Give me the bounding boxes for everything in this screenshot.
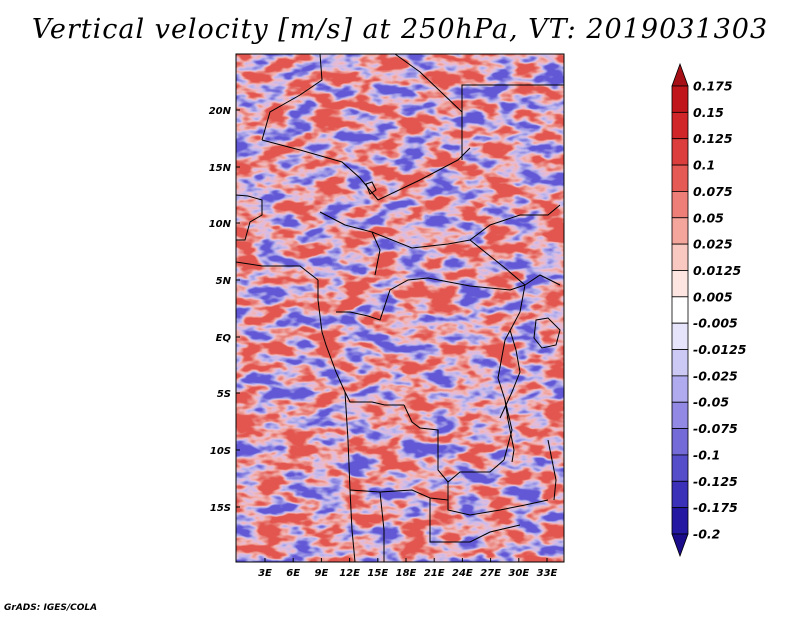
colorbar: 0.175 0.15 0.125 0.1 0.075 0.05 0.025 0.0125 0.0…: [671, 62, 747, 558]
lat-label: 10N: [209, 219, 232, 230]
lat-label: EQ: [216, 333, 232, 344]
lon-label: 12E: [339, 568, 360, 579]
colorbar-label: -0.175: [693, 500, 738, 515]
colorbar-label: 0.0125: [693, 263, 742, 278]
lake-chad: [365, 181, 377, 195]
chad-sudan-border: [377, 147, 471, 201]
drc-east-border: [497, 284, 526, 461]
colorbar-swatch: [671, 191, 689, 219]
libya-chad-border: [261, 54, 323, 141]
colorbar-label: 0.15: [693, 105, 724, 120]
map-frame: [235, 53, 565, 563]
grads-credit: GrADS: IGES/COLA: [4, 603, 98, 613]
colorbar-swatch: [671, 507, 689, 535]
colorbar-label: 0.05: [693, 210, 724, 225]
colorbar-label: 0.1: [693, 158, 715, 173]
botswana-border: [429, 498, 521, 543]
lat-label: 20N: [209, 106, 232, 117]
lon-label: 33E: [537, 568, 558, 579]
east-africa-border: [524, 274, 561, 286]
car-border: [371, 231, 526, 286]
sudan-boundary: [461, 84, 564, 112]
lake-malawi: [547, 439, 557, 501]
colorbar-swatch: [671, 322, 689, 350]
colorbar-label: 0.025: [693, 237, 733, 252]
colorbar-label: -0.075: [693, 421, 738, 436]
west-africa-coast: [236, 261, 319, 281]
lat-label: 5S: [217, 389, 231, 400]
namibia-border: [379, 491, 385, 562]
rift-lakes: [499, 329, 521, 419]
colorbar-label: -0.025: [693, 368, 738, 383]
colorbar-label: -0.005: [693, 316, 738, 331]
lon-label: 6E: [286, 568, 300, 579]
drc-angola-border: [403, 404, 505, 483]
drc-west-border: [335, 371, 404, 406]
colorbar-swatch: [671, 111, 689, 140]
lat-label: 5N: [216, 276, 232, 287]
lon-label: 9E: [315, 568, 329, 579]
colorbar-swatch: [671, 270, 689, 298]
lon-label: 21E: [424, 568, 445, 579]
colorbar-label: -0.125: [693, 474, 738, 489]
colorbar-swatch: [671, 296, 689, 324]
colorbar-swatch: [671, 375, 689, 403]
guinea-coast-inner: [236, 194, 263, 241]
south-sudan-border: [469, 204, 561, 241]
colorbar-label: -0.0125: [693, 342, 747, 357]
colorbar-swatch: [671, 217, 689, 245]
colorbar-swatch: [671, 401, 689, 429]
map-plot-area: [236, 54, 564, 562]
colorbar-swatch: [671, 138, 689, 166]
angola-namibia-border: [349, 489, 449, 501]
colorbar-label: 0.005: [693, 289, 733, 304]
colorbar-label: 0.175: [693, 79, 733, 94]
longitude-axis: 3E 6E 9E 12E 15E 18E 21E 24E 27E 30E 33E: [258, 558, 558, 579]
lon-label: 27E: [480, 568, 501, 579]
lon-label: 24E: [452, 568, 473, 579]
colorbar-bottom-arrow: [671, 533, 689, 558]
chart-title: Vertical velocity [m/s] at 250hPa, VT: 2…: [31, 14, 769, 45]
colorbar-label: -0.1: [693, 447, 720, 462]
congo-border: [336, 277, 526, 321]
colorbar-swatch: [671, 243, 689, 271]
gulf-of-guinea-coast: [317, 280, 337, 373]
colorbar-label: 0.075: [693, 184, 733, 199]
lon-label: 30E: [508, 568, 529, 579]
colorbar-swatch: [671, 480, 689, 509]
lon-label: 3E: [258, 568, 272, 579]
lon-label: 15E: [367, 568, 388, 579]
colorbar-label: 0.125: [693, 131, 733, 146]
colorbar-label: -0.2: [693, 527, 720, 542]
colorbar-label: -0.05: [693, 395, 729, 410]
zambia-border: [447, 482, 549, 516]
latitude-axis: 20N 15N 10N 5N EQ 5S 10S 15S: [209, 106, 240, 514]
lon-label: 18E: [396, 568, 417, 579]
colorbar-top-arrow: [671, 62, 689, 87]
lake-tanganyika: [504, 399, 515, 463]
lat-label: 15S: [210, 503, 231, 514]
colorbar-swatch: [671, 85, 689, 113]
colorbar-swatch: [671, 164, 689, 192]
lake-victoria: [533, 317, 561, 349]
vertical-velocity-field: [236, 54, 564, 562]
colorbar-swatch: [671, 428, 689, 456]
colorbar-swatch: [671, 454, 689, 482]
southwest-coast: [344, 391, 356, 562]
egypt-sudan-border: [394, 54, 463, 160]
colorbar-swatch: [671, 349, 689, 377]
country-borders: [236, 54, 564, 562]
lat-label: 15N: [209, 163, 232, 174]
lat-label: 10S: [210, 446, 231, 457]
